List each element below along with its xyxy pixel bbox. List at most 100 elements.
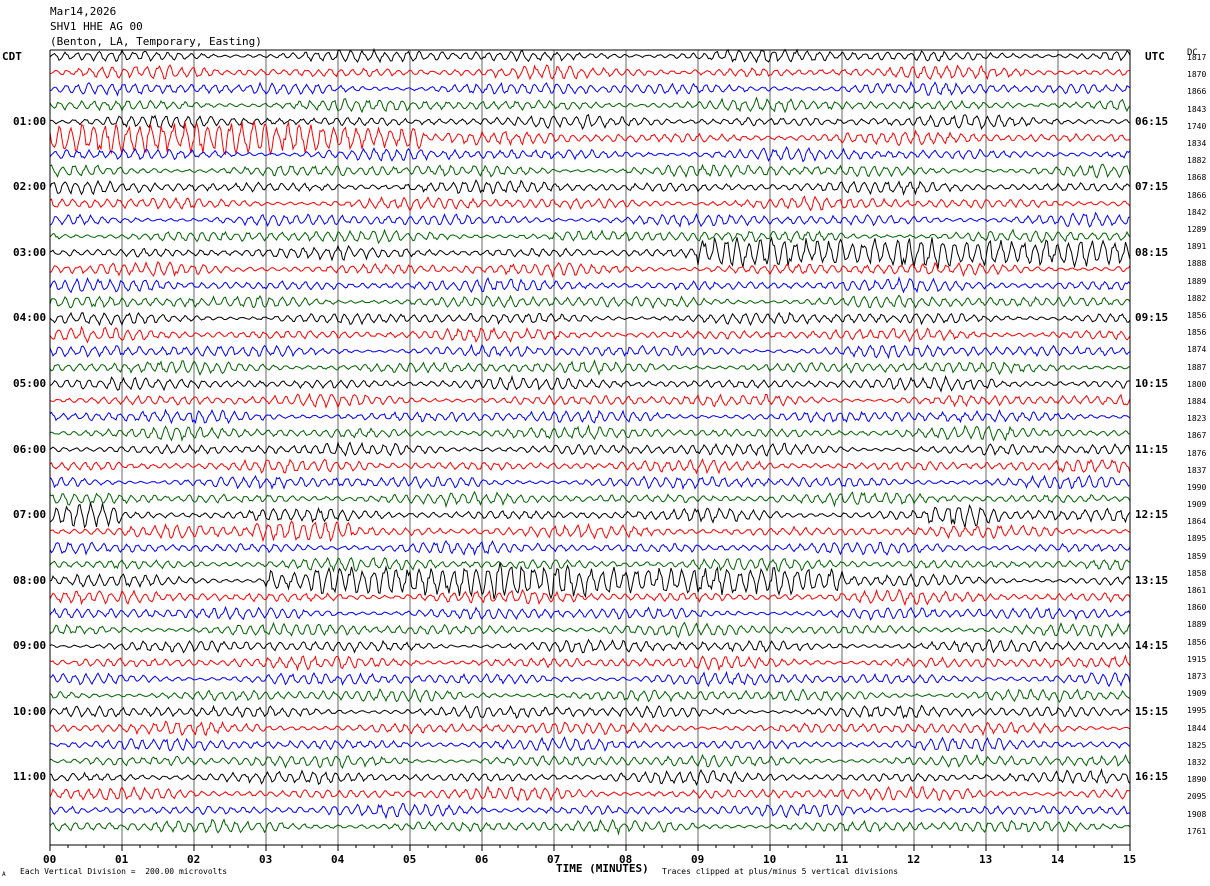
seismic-trace — [49, 457, 1131, 475]
left-hour-label: 03:00 — [13, 245, 47, 259]
dc-offset-value: 1876 — [1187, 448, 1207, 458]
right-timezone-label: UTC — [1145, 50, 1165, 63]
dc-offset-value: 1800 — [1187, 379, 1207, 389]
right-hour-label: 06:15 — [1135, 114, 1169, 128]
right-hour-label: 10:15 — [1135, 376, 1169, 390]
dc-offset-value: 1895 — [1187, 534, 1207, 544]
seismic-trace — [49, 562, 1131, 600]
dc-offset-value: 1844 — [1187, 723, 1207, 733]
seismic-trace — [49, 260, 1131, 279]
seismic-trace — [49, 408, 1131, 425]
left-hour-label: 01:00 — [13, 114, 47, 128]
header-location: (Benton, LA, Temporary, Easting) — [50, 35, 262, 48]
x-tick-label: 14 — [1051, 853, 1065, 866]
seismic-trace — [49, 179, 1131, 196]
x-tick-label: 08 — [619, 853, 633, 866]
x-tick-label: 04 — [331, 853, 345, 866]
x-tick-label: 06 — [475, 853, 489, 866]
seismic-trace — [49, 490, 1131, 509]
dc-offset-value: 1856 — [1187, 637, 1207, 647]
dc-offset-value: 1873 — [1187, 672, 1207, 682]
footer-clip-note: Traces clipped at plus/minus 5 vertical … — [662, 867, 899, 876]
dc-offset-value: 1858 — [1187, 568, 1207, 578]
dc-offset-value: 1832 — [1187, 758, 1207, 768]
x-tick-label: 15 — [1123, 853, 1137, 866]
seismic-trace — [49, 64, 1131, 81]
seismic-trace — [49, 228, 1131, 245]
right-hour-label: 09:15 — [1135, 311, 1169, 325]
right-hour-label: 07:15 — [1135, 180, 1169, 194]
left-hour-label: 04:00 — [13, 311, 47, 325]
left-timezone-label: CDT — [2, 50, 22, 63]
dc-offset-value: 1817 — [1187, 53, 1207, 62]
dc-offset-value: 1915 — [1187, 654, 1207, 664]
dc-offset-value: 1860 — [1187, 603, 1207, 613]
dc-offset-value: 1884 — [1187, 396, 1207, 406]
dc-offset-value: 1825 — [1187, 740, 1207, 750]
dc-offset-value: 1859 — [1187, 551, 1207, 561]
right-hour-label: 13:15 — [1135, 573, 1169, 587]
seismic-trace — [49, 704, 1131, 719]
x-tick-label: 03 — [259, 853, 273, 866]
dc-offset-value: 1866 — [1187, 87, 1207, 97]
left-hour-label: 05:00 — [13, 376, 47, 390]
seismic-trace — [49, 502, 1131, 529]
seismic-trace — [49, 621, 1131, 639]
x-tick-label: 09 — [691, 853, 705, 866]
seismic-trace — [49, 520, 1131, 543]
dc-offset-header: DC — [1187, 48, 1198, 58]
seismic-trace — [49, 392, 1131, 409]
x-tick-label: 12 — [907, 853, 921, 866]
dc-offset-value: 1856 — [1187, 328, 1207, 338]
dc-offset-value: 1882 — [1187, 156, 1207, 166]
right-hour-label: 14:15 — [1135, 639, 1169, 653]
left-hour-label: 09:00 — [13, 639, 47, 653]
dc-offset-value: 1889 — [1187, 276, 1207, 286]
left-hour-label: 06:00 — [13, 442, 47, 456]
seismic-trace — [49, 163, 1131, 179]
seismic-trace — [49, 275, 1131, 294]
trace-group — [49, 47, 1131, 836]
dc-offset-value: 1842 — [1187, 207, 1207, 217]
seismic-trace — [49, 654, 1131, 672]
seismic-trace — [49, 802, 1131, 820]
dc-offset-value: 1861 — [1187, 586, 1207, 596]
dc-offset-value: 1856 — [1187, 310, 1207, 320]
x-tick-label: 01 — [115, 853, 129, 866]
dc-offset-value: 1867 — [1187, 431, 1207, 441]
x-axis-label: TIME (MINUTES) — [556, 862, 649, 875]
left-hour-label: 02:00 — [13, 180, 47, 194]
right-hour-label: 11:15 — [1135, 442, 1169, 456]
seismic-trace — [49, 343, 1131, 360]
seismic-trace — [49, 47, 1131, 64]
seismic-trace — [49, 374, 1131, 393]
seismic-trace — [49, 767, 1131, 787]
dc-offset-value: 1834 — [1187, 138, 1207, 148]
seismic-trace — [49, 80, 1131, 97]
seismic-trace — [49, 688, 1131, 703]
seismic-trace — [49, 474, 1131, 491]
left-hour-label: 10:00 — [13, 704, 47, 718]
dc-offset-value: 1837 — [1187, 465, 1207, 475]
dc-offset-value: 1761 — [1187, 826, 1207, 836]
seismic-trace — [49, 753, 1131, 770]
seismic-trace — [49, 556, 1131, 573]
x-tick-label: 02 — [187, 853, 201, 866]
corner-mark: A — [2, 871, 6, 878]
dc-offset-value: 1843 — [1187, 104, 1207, 114]
plot-frame — [49, 49, 1131, 851]
x-tick-label: 13 — [979, 853, 993, 866]
seismic-trace — [49, 211, 1131, 228]
seismic-trace — [49, 311, 1131, 327]
right-hour-label: 15:15 — [1135, 704, 1169, 718]
seismic-trace — [49, 120, 1131, 156]
dc-offset-value: 1995 — [1187, 706, 1207, 716]
seismic-trace — [49, 605, 1131, 621]
seismic-trace — [49, 720, 1131, 737]
footer-scale-note: Each Vertical Division = 200.00 microvol… — [20, 867, 228, 876]
left-hour-label: 11:00 — [13, 770, 47, 784]
seismic-trace — [49, 440, 1131, 457]
dc-offset-value: 1891 — [1187, 242, 1207, 252]
dc-offset-value: 1908 — [1187, 809, 1207, 819]
